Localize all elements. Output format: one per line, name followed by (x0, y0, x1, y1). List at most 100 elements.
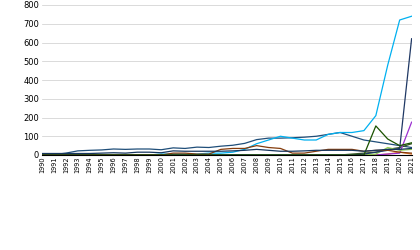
Deelscooter (147, 154, 152, 156)
Deelfiets (326, 154, 331, 156)
Line: LEV: LEV (42, 148, 412, 155)
Deelfiets (373, 151, 378, 154)
Stint (135, 154, 140, 156)
Bromfiets (99, 152, 104, 154)
Micromobiliteit (51, 154, 56, 156)
Segway (302, 152, 307, 154)
Stint (39, 154, 45, 156)
Deelscooter (194, 154, 200, 156)
Bromfiets (147, 151, 152, 154)
Segway (147, 154, 152, 156)
Elektrische fiets (206, 152, 211, 154)
Bromfiets (326, 149, 331, 152)
Bakfiets (314, 135, 319, 138)
Bromfiets (349, 149, 354, 152)
E-scooter (397, 147, 402, 150)
Bromfiets (135, 151, 140, 154)
Bromfiets (194, 150, 200, 153)
Deelfiets (147, 154, 152, 156)
Bakfiets (230, 144, 235, 147)
Deelfiets (123, 154, 128, 156)
Elektrische fiets (135, 154, 140, 156)
Deelscooter (266, 154, 271, 156)
Micromobiliteit (361, 154, 366, 156)
Elektrische fiets (39, 154, 45, 156)
Elektrische fiets (349, 131, 354, 134)
Bromfiets (302, 149, 307, 152)
Stint (218, 154, 223, 156)
LEV (111, 154, 116, 156)
Stint (99, 154, 104, 156)
LEV (290, 154, 295, 156)
Bromfiets (206, 150, 211, 153)
Stint (147, 154, 152, 156)
Bakfiets (326, 133, 331, 136)
Stint (266, 154, 271, 156)
E-scooter (302, 154, 307, 156)
Bakfiets (206, 146, 211, 149)
Segway (123, 154, 128, 156)
E-scooter (314, 154, 319, 156)
Deelscooter (183, 154, 188, 156)
Deelscooter (254, 154, 259, 156)
Bromfiets (361, 150, 366, 153)
Bromfiets (254, 148, 259, 151)
Stint (349, 154, 354, 156)
Bromfiets (171, 149, 176, 152)
Segway (39, 154, 45, 156)
LEV (183, 154, 188, 156)
Stint (75, 154, 80, 156)
E-scooter (218, 154, 223, 156)
Deelscooter (409, 121, 414, 124)
LEV (135, 154, 140, 156)
Elektrische fiets (326, 133, 331, 136)
Elektrische fiets (230, 151, 235, 154)
Elektrische fiets (171, 152, 176, 156)
E-scooter (183, 154, 188, 156)
E-scooter (39, 154, 45, 156)
Stint (194, 154, 200, 156)
Stint (302, 154, 307, 156)
Bakfiets (171, 146, 176, 149)
Line: Bromfiets: Bromfiets (42, 148, 412, 154)
Bakfiets (63, 152, 68, 154)
E-scooter (51, 154, 56, 156)
Elektrische fiets (373, 114, 378, 117)
Elektrische fiets (75, 154, 80, 156)
Deelfiets (302, 154, 307, 156)
Stint (230, 154, 235, 156)
Deelfiets (409, 142, 414, 145)
Segway (230, 147, 235, 150)
Deelfiets (266, 154, 271, 156)
Bakfiets (278, 136, 283, 140)
LEV (254, 154, 259, 156)
Stint (123, 154, 128, 156)
Micromobiliteit (397, 151, 402, 154)
Elektrische fiets (242, 148, 247, 151)
Segway (314, 150, 319, 153)
E-scooter (242, 154, 247, 156)
Stint (183, 154, 188, 156)
Micromobiliteit (218, 154, 223, 156)
Segway (278, 147, 283, 150)
LEV (338, 154, 343, 156)
Bakfiets (338, 131, 343, 134)
Stint (51, 154, 56, 156)
Line: Segway: Segway (42, 146, 412, 155)
Bakfiets (302, 136, 307, 139)
Micromobiliteit (135, 154, 140, 156)
E-scooter (230, 154, 235, 156)
Bromfiets (278, 150, 283, 153)
Elektrische fiets (111, 154, 116, 156)
Micromobiliteit (314, 154, 319, 156)
E-scooter (338, 154, 343, 156)
E-scooter (147, 154, 152, 156)
E-scooter (194, 154, 200, 156)
Stint (338, 154, 343, 156)
Micromobiliteit (99, 154, 104, 156)
Elektrische fiets (290, 136, 295, 140)
LEV (123, 154, 128, 156)
Bakfiets (290, 136, 295, 139)
Bromfiets (51, 152, 56, 155)
Segway (51, 154, 56, 156)
